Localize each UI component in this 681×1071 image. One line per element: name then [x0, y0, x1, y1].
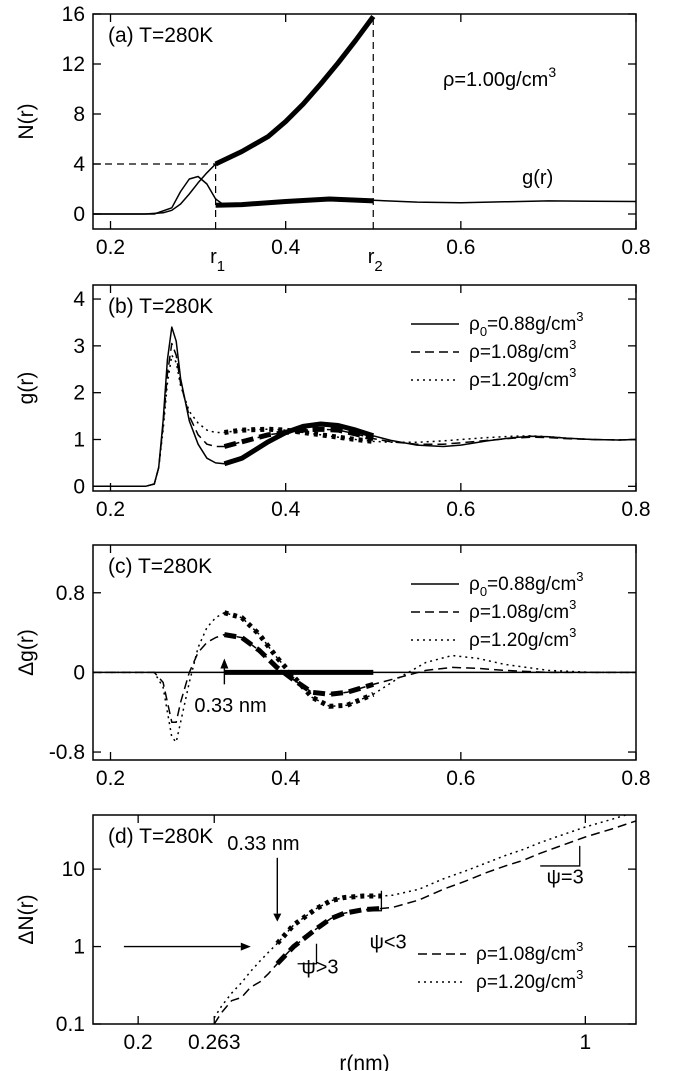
x-tick-label: 0.2	[96, 236, 125, 259]
x-tick-label: 0.2	[96, 767, 125, 790]
series-line	[93, 344, 636, 487]
x-tick-label: 0.8	[621, 767, 650, 790]
y-axis-label: ΔN(r)	[15, 894, 38, 944]
legend-entry: ρ=1.08g/cm3	[469, 597, 576, 623]
y-tick-label: 0.1	[56, 1013, 85, 1036]
x-tick-label: 0.6	[446, 498, 475, 521]
y-tick-label: 16	[62, 3, 85, 26]
arrow-head	[220, 658, 228, 668]
x-tick-label: 0.263	[188, 1031, 241, 1054]
arrow-head	[273, 914, 281, 922]
density-annotation: ρ=1.00g/cm3	[443, 64, 556, 91]
y-tick-label: 1	[73, 429, 85, 452]
series-line	[216, 199, 374, 205]
legend-entry: ρ0=0.88g/cm3	[469, 569, 584, 599]
x-tick-label: 0.4	[271, 236, 301, 259]
legend-entry: ρ=1.20g/cm3	[476, 967, 583, 993]
y-tick-label: 0.8	[56, 582, 85, 605]
legend-entry: ρ=1.20g/cm3	[469, 365, 576, 391]
series-line	[216, 17, 374, 165]
y-tick-label: 0	[73, 661, 85, 684]
y-tick-label: 10	[62, 858, 85, 881]
x-tick-label: 0.4	[271, 767, 301, 790]
x-tick-label: 1	[579, 1031, 591, 1054]
arrow-label: 0.33 nm	[194, 695, 266, 717]
y-tick-label: 3	[73, 335, 85, 358]
series-line	[224, 635, 373, 695]
slope-label: ψ<3	[370, 931, 407, 953]
legend-entry: ρ0=0.88g/cm3	[469, 309, 584, 339]
y-axis-label: g(r)	[15, 372, 38, 405]
y-tick-label: 8	[73, 103, 85, 126]
x-tick-label: 0.6	[446, 767, 475, 790]
y-tick-label: 2	[73, 382, 85, 405]
slope-label: ψ=3	[547, 867, 584, 889]
x-axis-label: r(nm)	[339, 1052, 389, 1071]
panel-a: 0.2 0.4 0.6 0.8 0 4 8 12 16 N(r) (a) T=280K r1 r2 g(r…	[15, 3, 651, 275]
x-tick-label: 0.2	[96, 498, 125, 521]
panel-label: (b) T=280K	[108, 295, 213, 318]
legend-entry: ρ=1.20g/cm3	[469, 625, 576, 651]
panel-label: (d) T=280K	[108, 825, 213, 848]
marker-label: r2	[368, 246, 383, 275]
y-tick-label: 4	[73, 288, 85, 311]
x-tick-label: 0.8	[621, 498, 650, 521]
x-tick-label: 0.2	[124, 1031, 153, 1054]
y-tick-label: 0	[73, 475, 85, 498]
y-tick-label: 12	[62, 53, 85, 76]
panel-c: 0.2 0.4 0.6 0.8 -0.8 0 0.8 Δg(r) (c) T=280K ρ0=0.…	[15, 545, 651, 790]
series-line	[93, 164, 216, 214]
marker-label: r1	[210, 246, 225, 275]
series-line	[277, 909, 381, 964]
panel-label: (a) T=280K	[108, 24, 213, 47]
panel-b: 0.2 0.4 0.6 0.8 0 1 2 3 4 g(r) (b) T=280K ρ0=0.88g/…	[15, 285, 651, 521]
arrow-label: 0.33 nm	[227, 833, 299, 855]
y-axis-label: N(r)	[15, 103, 38, 139]
x-tick-label: 0.8	[621, 236, 650, 259]
x-tick-label: 0.6	[446, 236, 475, 259]
curve-label: g(r)	[522, 167, 553, 189]
y-tick-label: 1	[73, 936, 85, 959]
y-tick-label: 0	[73, 203, 85, 226]
y-tick-label: 4	[73, 153, 85, 176]
y-axis-label: Δg(r)	[15, 629, 38, 676]
arrow-head	[241, 943, 251, 951]
slope-label: ψ>3	[301, 956, 338, 978]
panel-d: 0.2 0.263 1 0.1 1 10 ΔN(r) r(nm) (d) T=280K ρ=1.0…	[15, 812, 636, 1071]
legend-entry: ρ=1.08g/cm3	[469, 337, 576, 363]
panel-label: (c) T=280K	[108, 555, 212, 578]
legend-entry: ρ=1.08g/cm3	[476, 939, 583, 965]
y-tick-label: -0.8	[49, 741, 85, 764]
slope-bracket	[540, 846, 580, 866]
x-tick-label: 0.4	[271, 498, 301, 521]
